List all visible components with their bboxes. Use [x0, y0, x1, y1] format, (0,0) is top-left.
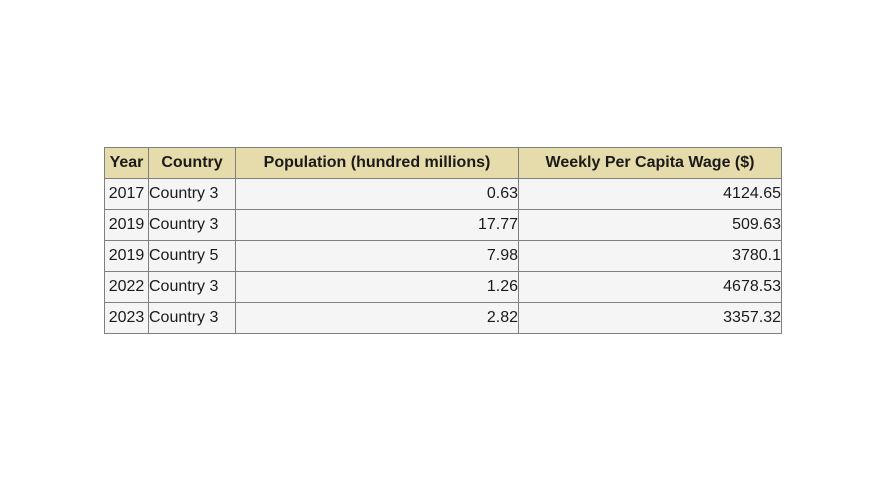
table-row: 2022 Country 3 1.26 4678.53: [104, 271, 782, 303]
cell-weekly-wage: 4124.65: [518, 178, 782, 210]
table-row: 2017 Country 3 0.63 4124.65: [104, 178, 782, 210]
cell-country: Country 3: [148, 271, 236, 303]
table-row: 2019 Country 5 7.98 3780.1: [104, 240, 782, 272]
cell-population: 7.98: [235, 240, 519, 272]
cell-weekly-wage: 3780.1: [518, 240, 782, 272]
cell-country: Country 3: [148, 209, 236, 241]
table-body: 2017 Country 3 0.63 4124.65 2019 Country…: [104, 178, 782, 334]
cell-population: 17.77: [235, 209, 519, 241]
column-header-weekly-wage: Weekly Per Capita Wage ($): [518, 147, 782, 179]
header-row: Year Country Population (hundred million…: [104, 147, 782, 179]
cell-year: 2023: [104, 302, 149, 334]
cell-weekly-wage: 3357.32: [518, 302, 782, 334]
column-header-year: Year: [104, 147, 149, 179]
table-row: 2023 Country 3 2.82 3357.32: [104, 302, 782, 334]
cell-population: 0.63: [235, 178, 519, 210]
data-table: Year Country Population (hundred million…: [104, 147, 782, 334]
cell-population: 2.82: [235, 302, 519, 334]
table-row: 2019 Country 3 17.77 509.63: [104, 209, 782, 241]
table-header: Year Country Population (hundred million…: [104, 147, 782, 179]
column-header-population: Population (hundred millions): [235, 147, 519, 179]
cell-year: 2022: [104, 271, 149, 303]
cell-year: 2019: [104, 240, 149, 272]
cell-country: Country 5: [148, 240, 236, 272]
cell-population: 1.26: [235, 271, 519, 303]
cell-weekly-wage: 509.63: [518, 209, 782, 241]
cell-year: 2019: [104, 209, 149, 241]
cell-weekly-wage: 4678.53: [518, 271, 782, 303]
cell-year: 2017: [104, 178, 149, 210]
cell-country: Country 3: [148, 178, 236, 210]
cell-country: Country 3: [148, 302, 236, 334]
column-header-country: Country: [148, 147, 236, 179]
